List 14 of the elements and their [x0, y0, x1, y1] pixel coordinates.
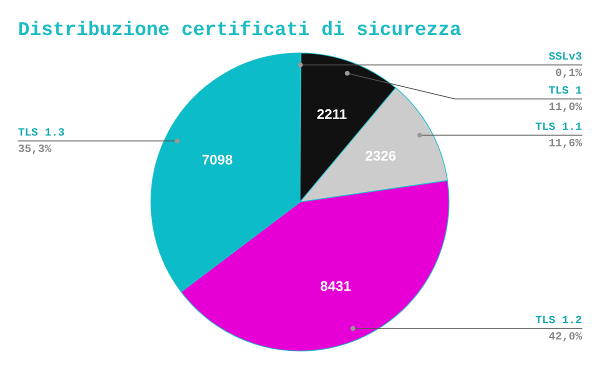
- text: 7098: [202, 154, 232, 165]
- slice-label: SSLv3: [548, 52, 582, 60]
- slice-label: TLS 1.1: [536, 122, 582, 130]
- data-label: 11,6%: [549, 138, 582, 148]
- data-label: 35,3%: [18, 144, 52, 154]
- text: 8431: [320, 281, 351, 291]
- chart-title: Distribuzione certificati di sicurezza: [19, 20, 461, 36]
- data-label: 0,1%: [556, 68, 582, 78]
- data-label: 42,0%: [549, 332, 582, 342]
- slice-label: TLS 1.2: [536, 316, 582, 324]
- slice-label: TLS 1: [548, 86, 582, 94]
- text: 2211: [317, 109, 347, 119]
- data-label: 11,0%: [549, 102, 582, 112]
- slice-label: TLS 1.3: [18, 128, 64, 136]
